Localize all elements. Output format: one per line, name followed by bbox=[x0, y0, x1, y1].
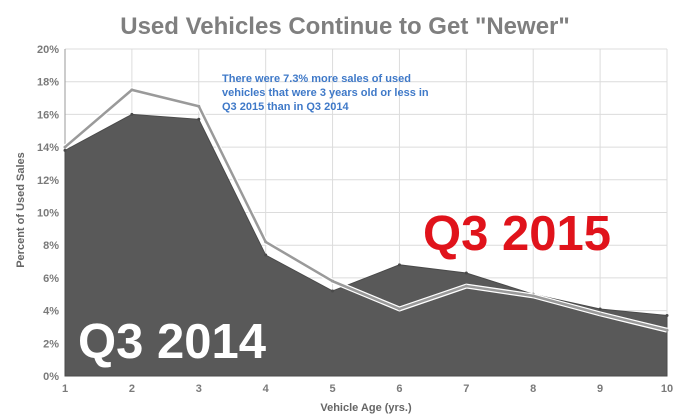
x-tick-label: 10 bbox=[661, 383, 673, 395]
x-tick-label: 1 bbox=[62, 383, 68, 395]
data-point-q3-2014 bbox=[197, 117, 201, 121]
annotation-note: There were 7.3% more sales of used vehic… bbox=[222, 73, 429, 113]
data-point-q3-2015 bbox=[264, 240, 268, 244]
series-line-q3-2015 bbox=[64, 88, 668, 332]
x-tick-label: 6 bbox=[396, 383, 402, 395]
x-tick-label: 8 bbox=[530, 383, 536, 395]
series-label-q3-2014: Q3 2014 bbox=[78, 315, 266, 369]
x-axis: 1 2 3 4 5 6 7 8 9 10 bbox=[62, 383, 673, 395]
annotation-line-2: vehicles that were 3 years old or less i… bbox=[222, 87, 429, 99]
annotation-line-3: Q3 2015 than in Q3 2014 bbox=[222, 101, 349, 113]
x-tick-label: 4 bbox=[263, 383, 270, 395]
data-point-q3-2014 bbox=[130, 112, 134, 116]
y-tick-label: 4% bbox=[43, 306, 59, 318]
annotation-line-1: There were 7.3% more sales of used bbox=[222, 73, 411, 85]
y-tick-label: 0% bbox=[43, 371, 59, 383]
x-tick-label: 5 bbox=[329, 383, 335, 395]
y-axis-title: Percent of Used Sales bbox=[15, 152, 27, 268]
data-point-q3-2015 bbox=[331, 279, 335, 283]
y-tick-label: 6% bbox=[43, 273, 59, 285]
x-axis-title: Vehicle Age (yrs.) bbox=[320, 402, 412, 414]
data-point-q3-2015 bbox=[665, 328, 669, 332]
data-point-q3-2014 bbox=[464, 271, 468, 275]
y-tick-label: 14% bbox=[37, 142, 59, 154]
data-point-q3-2014 bbox=[397, 263, 401, 267]
data-point-q3-2015 bbox=[464, 284, 468, 288]
data-point-q3-2014 bbox=[665, 314, 669, 318]
y-axis: 0% 2% 4% 6% 8% 10% 12% 14% 16% 18% 20% bbox=[37, 44, 59, 383]
x-tick-label: 9 bbox=[597, 383, 603, 395]
y-tick-label: 2% bbox=[43, 338, 59, 350]
data-point-q3-2015 bbox=[531, 294, 535, 298]
data-point-q3-2015 bbox=[197, 104, 201, 108]
data-point-q3-2015 bbox=[130, 88, 134, 92]
y-tick-label: 8% bbox=[43, 240, 59, 252]
x-tick-label: 2 bbox=[129, 383, 135, 395]
y-tick-label: 16% bbox=[37, 109, 59, 121]
data-point-q3-2015 bbox=[63, 145, 67, 149]
data-point-q3-2015 bbox=[598, 312, 602, 316]
y-tick-label: 20% bbox=[37, 44, 59, 56]
data-point-q3-2015 bbox=[397, 307, 401, 311]
data-point-q3-2014 bbox=[264, 253, 268, 257]
data-point-q3-2014 bbox=[63, 148, 67, 152]
y-tick-label: 18% bbox=[37, 77, 59, 89]
chart-title: Used Vehicles Continue to Get "Newer" bbox=[120, 13, 570, 40]
y-tick-label: 12% bbox=[37, 175, 59, 187]
x-tick-label: 3 bbox=[196, 383, 202, 395]
data-point-q3-2014 bbox=[598, 307, 602, 311]
x-tick-label: 7 bbox=[463, 383, 469, 395]
y-tick-label: 10% bbox=[37, 208, 59, 220]
series-q3-2015 bbox=[63, 87, 669, 333]
series-label-q3-2015: Q3 2015 bbox=[423, 207, 611, 261]
data-point-q3-2014 bbox=[331, 289, 335, 293]
